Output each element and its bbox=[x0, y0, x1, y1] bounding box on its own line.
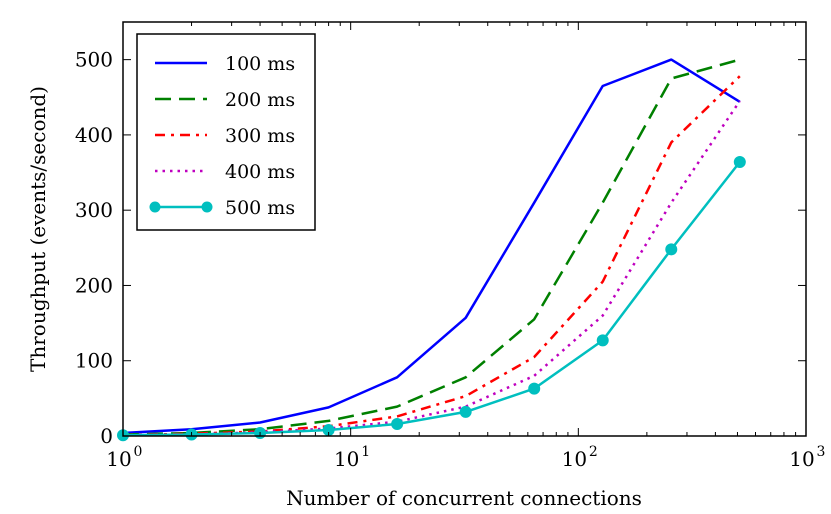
legend-label: 500 ms bbox=[225, 197, 295, 219]
data-point bbox=[391, 417, 404, 430]
x-axis-title: Number of concurrent connections bbox=[286, 486, 642, 510]
data-point bbox=[528, 382, 541, 395]
series-line-2 bbox=[122, 58, 741, 436]
legend-label: 300 ms bbox=[225, 125, 295, 147]
data-point bbox=[596, 334, 609, 347]
plot-frame bbox=[122, 21, 807, 437]
legend-label: 200 ms bbox=[225, 89, 295, 111]
legend: 100 ms 200 ms 300 ms 400 ms 500 ms bbox=[136, 33, 316, 231]
series-line-1 bbox=[122, 58, 741, 435]
y-axis-title: Throughput (events/second) bbox=[26, 86, 50, 372]
y-tick-label: 200 bbox=[75, 273, 113, 297]
legend-box bbox=[136, 33, 316, 231]
x-tick-exponent: 3 bbox=[817, 444, 826, 460]
y-tick-label: 500 bbox=[75, 48, 113, 72]
x-tick-label: 10 bbox=[562, 447, 587, 471]
y-tick-label: 400 bbox=[75, 123, 113, 147]
x-tick-label: 10 bbox=[789, 447, 814, 471]
legend-marker bbox=[201, 201, 213, 213]
x-tick-exponent: 0 bbox=[134, 444, 143, 460]
x-tick-label: 10 bbox=[334, 447, 359, 471]
y-tick-label: 300 bbox=[75, 198, 113, 222]
data-point bbox=[733, 156, 746, 169]
legend-label: 100 ms bbox=[225, 53, 295, 75]
plot-content bbox=[117, 58, 746, 442]
y-tick-label: 100 bbox=[75, 349, 113, 373]
data-point bbox=[665, 243, 678, 256]
x-tick-exponent: 1 bbox=[361, 444, 370, 460]
series-line-4 bbox=[122, 100, 741, 437]
x-tick-exponent: 2 bbox=[589, 444, 598, 460]
series-line-5 bbox=[122, 161, 741, 437]
legend-marker bbox=[149, 201, 161, 213]
legend-label: 400 ms bbox=[225, 161, 295, 183]
x-tick-label: 10 bbox=[106, 447, 131, 471]
y-tick-label: 0 bbox=[100, 424, 113, 448]
data-point bbox=[459, 405, 472, 418]
